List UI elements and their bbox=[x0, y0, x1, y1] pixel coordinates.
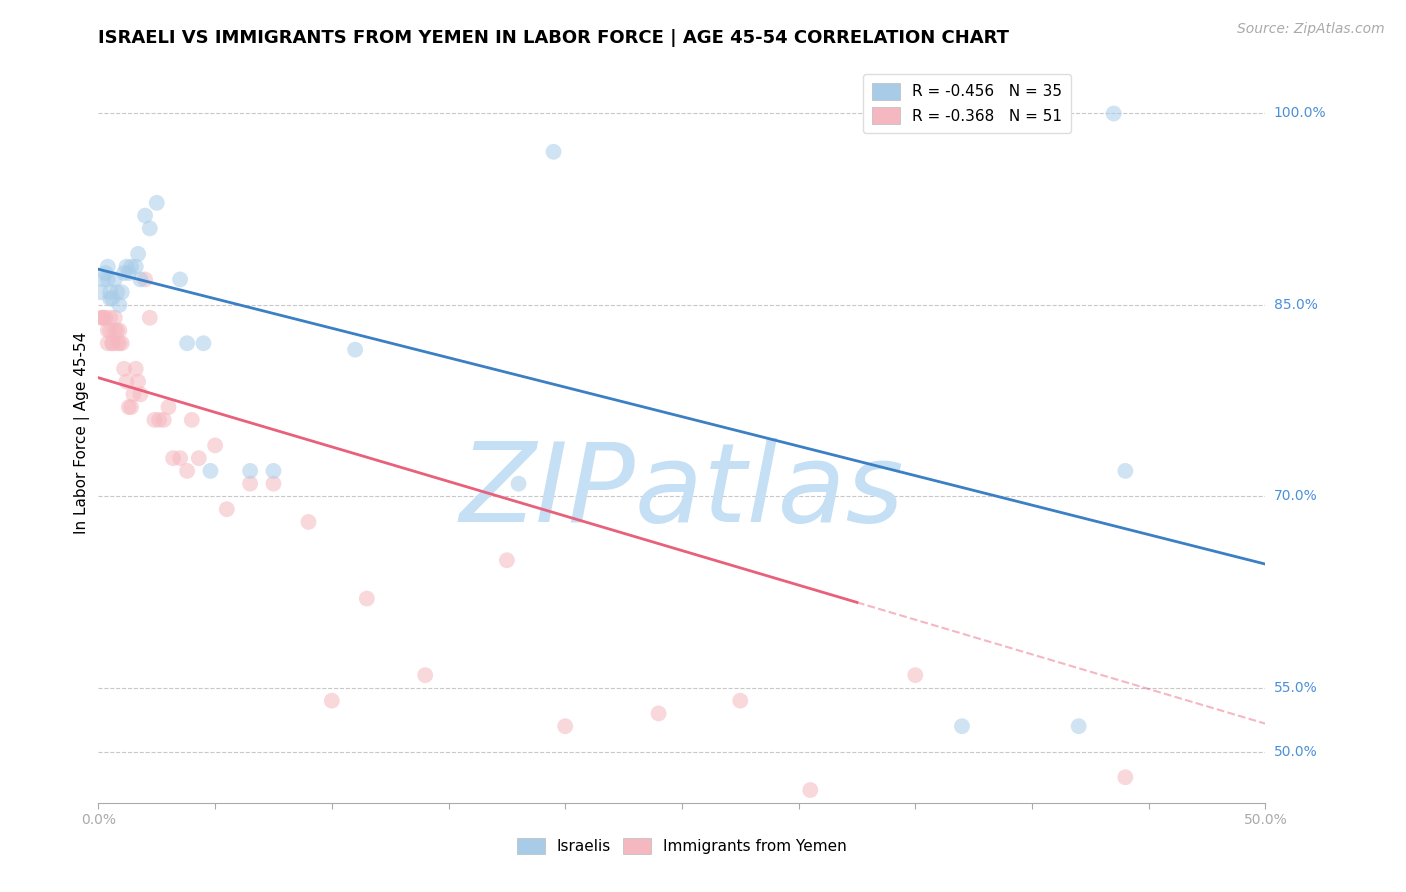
Point bbox=[125, 260, 148, 274]
Point bbox=[904, 668, 927, 682]
Point bbox=[152, 413, 174, 427]
Point bbox=[129, 387, 152, 401]
Point bbox=[297, 515, 319, 529]
Point bbox=[97, 260, 120, 274]
Point bbox=[91, 310, 114, 325]
Point bbox=[262, 464, 284, 478]
Text: 50.0%: 50.0% bbox=[1274, 745, 1317, 759]
Point bbox=[97, 272, 120, 286]
Point bbox=[108, 298, 131, 312]
Point bbox=[105, 285, 128, 300]
Point bbox=[730, 694, 752, 708]
Point bbox=[91, 272, 114, 286]
Point bbox=[950, 719, 973, 733]
Point bbox=[239, 464, 262, 478]
Point bbox=[204, 438, 226, 452]
Point bbox=[413, 668, 436, 682]
Point bbox=[112, 266, 135, 280]
Point bbox=[321, 694, 343, 708]
Point bbox=[148, 413, 170, 427]
Point bbox=[97, 336, 120, 351]
Point bbox=[120, 260, 142, 274]
Point bbox=[262, 476, 284, 491]
Point bbox=[118, 400, 141, 414]
Point bbox=[647, 706, 669, 721]
Point bbox=[215, 502, 238, 516]
Point bbox=[98, 285, 121, 300]
Point bbox=[1067, 719, 1090, 733]
Point bbox=[90, 310, 112, 325]
Point bbox=[143, 413, 166, 427]
Point bbox=[108, 336, 131, 351]
Point bbox=[98, 292, 121, 306]
Point bbox=[104, 324, 127, 338]
Point bbox=[134, 209, 156, 223]
Point bbox=[176, 464, 198, 478]
Point bbox=[187, 451, 209, 466]
Text: Source: ZipAtlas.com: Source: ZipAtlas.com bbox=[1237, 22, 1385, 37]
Point bbox=[543, 145, 565, 159]
Point bbox=[356, 591, 378, 606]
Point bbox=[118, 266, 141, 280]
Point bbox=[94, 266, 117, 280]
Point bbox=[344, 343, 367, 357]
Point bbox=[134, 272, 156, 286]
Point bbox=[98, 310, 121, 325]
Point bbox=[104, 310, 127, 325]
Text: ISRAELI VS IMMIGRANTS FROM YEMEN IN LABOR FORCE | AGE 45-54 CORRELATION CHART: ISRAELI VS IMMIGRANTS FROM YEMEN IN LABO… bbox=[98, 29, 1010, 47]
Point bbox=[97, 324, 120, 338]
Point bbox=[101, 336, 124, 351]
Point bbox=[111, 336, 134, 351]
Point bbox=[108, 324, 131, 338]
Point bbox=[1102, 106, 1125, 120]
Point bbox=[176, 336, 198, 351]
Point bbox=[180, 413, 202, 427]
Text: 85.0%: 85.0% bbox=[1274, 298, 1317, 312]
Point bbox=[111, 285, 134, 300]
Point bbox=[146, 195, 169, 210]
Point bbox=[200, 464, 222, 478]
Point bbox=[127, 247, 149, 261]
Point bbox=[125, 361, 148, 376]
Point bbox=[1114, 464, 1136, 478]
Text: 55.0%: 55.0% bbox=[1274, 681, 1317, 695]
Point bbox=[162, 451, 184, 466]
Point bbox=[91, 310, 114, 325]
Point bbox=[193, 336, 215, 351]
Text: 70.0%: 70.0% bbox=[1274, 490, 1317, 503]
Point bbox=[139, 310, 162, 325]
Point bbox=[127, 375, 149, 389]
Point bbox=[105, 336, 128, 351]
Point bbox=[105, 324, 128, 338]
Point bbox=[90, 285, 112, 300]
Point bbox=[169, 451, 191, 466]
Point bbox=[496, 553, 519, 567]
Text: 100.0%: 100.0% bbox=[1274, 106, 1326, 120]
Point bbox=[115, 260, 138, 274]
Point bbox=[799, 783, 821, 797]
Point bbox=[94, 310, 117, 325]
Point bbox=[129, 272, 152, 286]
Point bbox=[139, 221, 162, 235]
Point bbox=[115, 375, 138, 389]
Text: ZIPatlas: ZIPatlas bbox=[460, 438, 904, 545]
Point bbox=[98, 324, 121, 338]
Point bbox=[112, 361, 135, 376]
Point bbox=[120, 400, 142, 414]
Point bbox=[101, 336, 124, 351]
Legend: Israelis, Immigrants from Yemen: Israelis, Immigrants from Yemen bbox=[509, 830, 855, 862]
Point bbox=[1114, 770, 1136, 784]
Point bbox=[157, 400, 180, 414]
Point bbox=[554, 719, 576, 733]
Point bbox=[122, 387, 145, 401]
Y-axis label: In Labor Force | Age 45-54: In Labor Force | Age 45-54 bbox=[75, 332, 90, 533]
Point bbox=[169, 272, 191, 286]
Point bbox=[101, 292, 124, 306]
Point bbox=[104, 272, 127, 286]
Point bbox=[508, 476, 530, 491]
Point bbox=[239, 476, 262, 491]
